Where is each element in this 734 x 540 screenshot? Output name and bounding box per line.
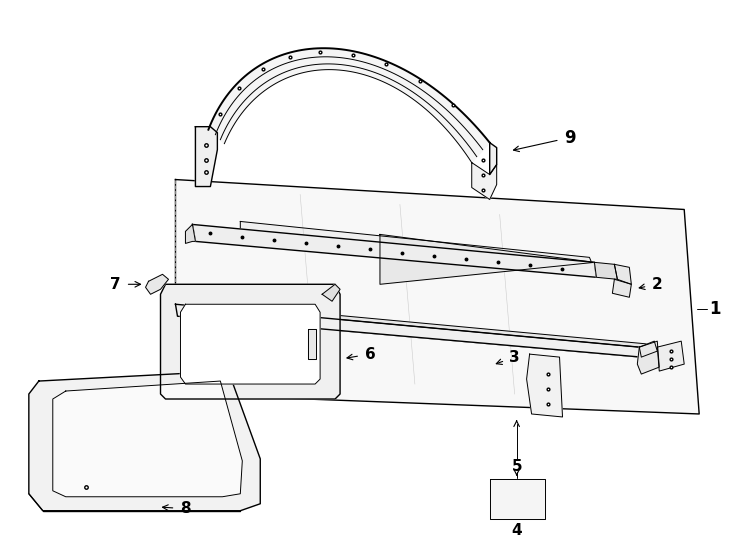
Text: 8: 8 xyxy=(180,501,191,516)
Polygon shape xyxy=(175,304,642,357)
Polygon shape xyxy=(208,48,490,163)
Polygon shape xyxy=(612,279,631,297)
Polygon shape xyxy=(308,329,316,359)
Polygon shape xyxy=(175,180,700,414)
Polygon shape xyxy=(175,301,650,347)
Text: 3: 3 xyxy=(509,349,520,364)
Polygon shape xyxy=(161,284,340,399)
Text: 7: 7 xyxy=(110,277,121,292)
Polygon shape xyxy=(472,163,497,199)
Text: 9: 9 xyxy=(564,129,575,147)
Text: 4: 4 xyxy=(512,523,522,538)
Polygon shape xyxy=(614,265,631,284)
Polygon shape xyxy=(657,341,684,371)
Polygon shape xyxy=(240,221,595,269)
Polygon shape xyxy=(490,143,497,174)
Polygon shape xyxy=(526,354,562,417)
Text: 1: 1 xyxy=(709,300,721,318)
Polygon shape xyxy=(490,479,545,519)
Text: 6: 6 xyxy=(365,347,375,362)
Polygon shape xyxy=(145,274,169,294)
Polygon shape xyxy=(595,262,617,279)
Polygon shape xyxy=(192,225,597,278)
Polygon shape xyxy=(29,371,261,511)
Polygon shape xyxy=(322,284,340,301)
Polygon shape xyxy=(380,234,595,284)
Text: 2: 2 xyxy=(652,277,663,292)
Polygon shape xyxy=(53,381,242,497)
Text: 5: 5 xyxy=(512,460,522,474)
Polygon shape xyxy=(637,341,659,374)
Polygon shape xyxy=(186,225,195,244)
Polygon shape xyxy=(639,341,657,357)
Polygon shape xyxy=(195,127,217,186)
Polygon shape xyxy=(181,304,320,384)
